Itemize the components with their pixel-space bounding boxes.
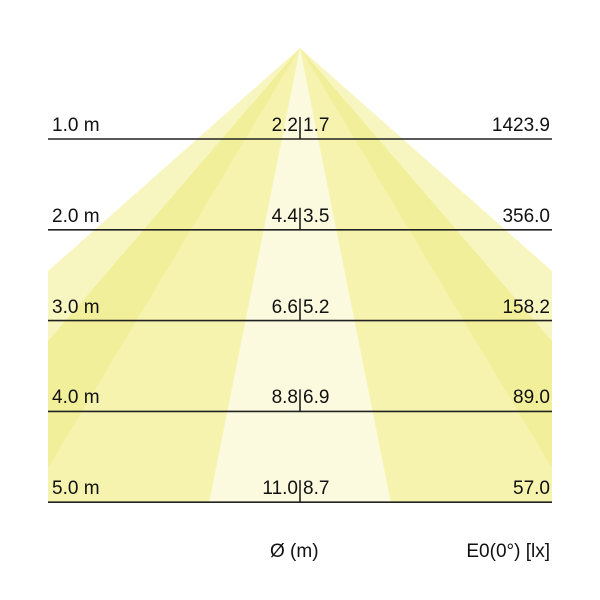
diameter-b: 1.7 — [303, 115, 330, 136]
illuminance-value: 1423.9 — [491, 115, 550, 136]
diameter-a: 11.0 — [262, 478, 298, 500]
distance-label: 2.0 m — [52, 205, 100, 227]
illuminance-value: 57.0 — [513, 478, 550, 500]
illuminance-value: 158.2 — [502, 296, 550, 318]
diameter-b: 3.5 — [303, 205, 330, 227]
distance-label: 5.0 m — [52, 478, 100, 500]
center-band — [209, 48, 391, 502]
illuminance-value: 89.0 — [513, 387, 550, 409]
diameter-b: 6.9 — [303, 387, 330, 409]
distance-label: 3.0 m — [52, 296, 100, 318]
illuminance-label: E0(0°) [lx] — [466, 541, 550, 562]
diameter-a: 2.2 — [271, 115, 298, 136]
diameter-a: 6.6 — [271, 296, 298, 318]
distance-label: 4.0 m — [52, 387, 100, 409]
diameter-a: 8.8 — [271, 387, 298, 409]
illuminance-value: 356.0 — [502, 205, 550, 227]
diameter-b: 5.2 — [303, 296, 330, 318]
diameter-label: Ø (m) — [270, 541, 319, 562]
distance-label: 1.0 m — [52, 115, 100, 136]
diameter-b: 8.7 — [303, 478, 330, 500]
diameter-a: 4.4 — [271, 205, 298, 227]
